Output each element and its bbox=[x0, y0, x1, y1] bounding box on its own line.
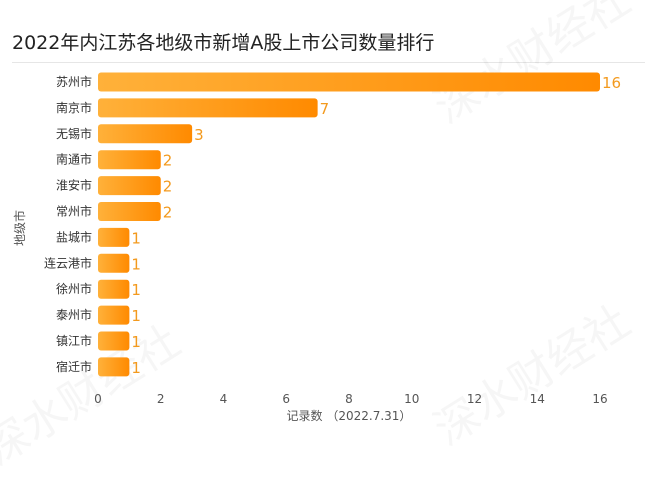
category-label: 连云港市 bbox=[44, 255, 92, 270]
category-label: 南京市 bbox=[56, 100, 92, 115]
x-tick-label: 14 bbox=[530, 392, 545, 406]
category-label: 无锡市 bbox=[56, 126, 92, 141]
bar bbox=[98, 124, 193, 144]
x-tick-label: 10 bbox=[404, 392, 419, 406]
category-label: 盐城市 bbox=[56, 229, 92, 244]
bar bbox=[98, 253, 130, 273]
value-label: 1 bbox=[131, 359, 141, 377]
x-tick-label: 16 bbox=[592, 392, 607, 406]
bar bbox=[98, 98, 318, 118]
category-label: 苏州市 bbox=[56, 74, 92, 89]
bar bbox=[98, 72, 600, 92]
value-label: 1 bbox=[131, 255, 141, 273]
category-label: 徐州市 bbox=[56, 281, 92, 296]
value-label: 1 bbox=[131, 307, 141, 325]
category-label: 宿迁市 bbox=[56, 359, 92, 374]
category-label: 淮安市 bbox=[56, 178, 92, 193]
x-tick-label: 2 bbox=[157, 392, 165, 406]
bar bbox=[98, 176, 161, 196]
title-divider bbox=[12, 62, 645, 63]
value-label: 1 bbox=[131, 333, 141, 351]
x-tick-label: 8 bbox=[345, 392, 353, 406]
value-label: 1 bbox=[131, 229, 141, 247]
bar bbox=[98, 150, 161, 170]
value-label: 7 bbox=[320, 100, 330, 118]
category-label: 常州市 bbox=[56, 204, 92, 219]
bar bbox=[98, 331, 130, 351]
bar bbox=[98, 305, 130, 325]
x-axis-label: 记录数 （2022.7.31） bbox=[287, 408, 412, 423]
bar bbox=[98, 279, 130, 299]
value-label: 16 bbox=[602, 74, 621, 92]
x-tick-label: 6 bbox=[282, 392, 290, 406]
value-label: 2 bbox=[163, 152, 173, 170]
x-tick-label: 0 bbox=[94, 392, 102, 406]
category-label: 南通市 bbox=[56, 152, 92, 167]
bar bbox=[98, 227, 130, 247]
value-label: 1 bbox=[131, 281, 141, 299]
value-label: 2 bbox=[163, 178, 173, 196]
bar bbox=[98, 357, 130, 377]
value-label: 2 bbox=[163, 204, 173, 222]
chart-title: 2022年内江苏各地级市新增A股上市公司数量排行 bbox=[12, 32, 435, 54]
category-label: 镇江市 bbox=[56, 333, 92, 348]
x-tick-label: 12 bbox=[467, 392, 482, 406]
x-tick-label: 4 bbox=[220, 392, 228, 406]
category-label: 泰州市 bbox=[56, 307, 92, 322]
y-axis-label: 地级市 bbox=[12, 210, 27, 246]
value-label: 3 bbox=[194, 126, 204, 144]
bar bbox=[98, 202, 161, 221]
